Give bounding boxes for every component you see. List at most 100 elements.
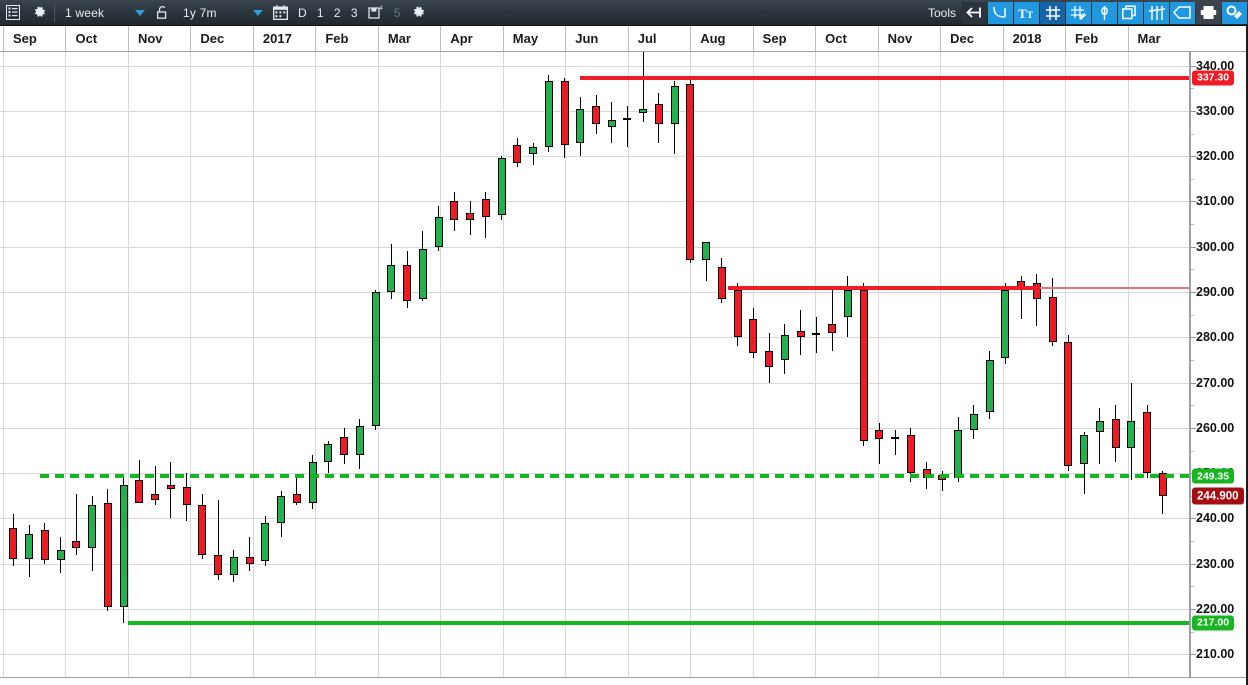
candle-wick (75, 493, 77, 555)
tag-tool-icon[interactable] (1170, 1, 1195, 24)
support-line-249[interactable] (40, 474, 1189, 479)
candlestick (387, 52, 396, 677)
date-axis-label: Nov (877, 26, 940, 51)
price-axis-label: 280.00 (1196, 330, 1235, 345)
resistance-line-337[interactable] (580, 75, 1189, 80)
candle-body-down (72, 541, 81, 548)
resistance-line-291-ext[interactable] (1040, 286, 1189, 289)
candle-body-down (592, 106, 600, 125)
date-axis-label: Sep (752, 26, 815, 51)
tools-label: Tools (927, 5, 956, 20)
lock-icon[interactable] (149, 1, 175, 25)
vertical-gridline (627, 52, 629, 677)
candle-wick (878, 423, 880, 465)
candle-wick (1036, 273, 1038, 326)
chart-type-1[interactable]: 1 (316, 5, 324, 20)
candle-wick (894, 430, 896, 456)
gear-icon[interactable] (26, 1, 52, 25)
save-icon[interactable]: 4 (363, 1, 389, 25)
chevron-down-icon[interactable] (135, 9, 145, 16)
chart-type-d[interactable]: D (298, 5, 307, 20)
candle-body-up (277, 495, 286, 523)
candlestick (607, 52, 616, 677)
candle-body-up (1080, 434, 1089, 465)
candlestick (780, 52, 789, 677)
candle-body-up (25, 534, 34, 560)
candle-body-down (40, 529, 49, 561)
curve-tool-icon[interactable] (988, 1, 1013, 24)
candlestick (670, 52, 679, 677)
vertical-gridline (252, 52, 254, 677)
candle-wick (626, 106, 628, 148)
candle-body-down (1032, 282, 1041, 299)
price-tick-minor (1191, 269, 1194, 271)
price-axis[interactable]: 340.00 330.00 320.00 310.00 300.00 290.00 280.… (1190, 52, 1248, 678)
support-line-217[interactable] (128, 620, 1189, 625)
settings-brush-icon[interactable] (1222, 1, 1247, 24)
price-badge-last-price-marker[interactable]: 244.900 (1192, 487, 1244, 505)
price-badge-resistance-337[interactable]: 337.30 (1192, 70, 1235, 86)
candle-body-down (1111, 418, 1120, 449)
candlestick (529, 52, 538, 677)
price-tick-minor (1191, 314, 1194, 316)
horizontal-gridline (0, 473, 1189, 475)
candle-body-down (481, 199, 490, 218)
resistance-line-291[interactable] (728, 285, 1040, 290)
candlestick (891, 52, 900, 677)
date-axis-label: Mar (377, 26, 440, 51)
price-tick-minor (1191, 88, 1194, 90)
price-tick (1191, 609, 1196, 611)
arrow-left-icon[interactable] (962, 1, 987, 24)
date-axis-label: 2017 (252, 26, 315, 51)
chart-type-3[interactable]: 3 (350, 5, 358, 20)
candlestick (1143, 52, 1152, 677)
fork-tool-icon[interactable] (1144, 1, 1169, 24)
candlestick (654, 52, 663, 677)
candle-body-up (969, 414, 978, 431)
candle-body-up (308, 461, 317, 503)
grid-tool-icon[interactable] (1040, 1, 1065, 24)
print-icon[interactable] (1196, 1, 1221, 24)
date-axis-label: Feb (315, 26, 377, 51)
gear-icon[interactable] (406, 1, 432, 25)
candle-body-down (513, 144, 522, 163)
horizontal-gridline (0, 156, 1189, 158)
slot-five[interactable]: 5 (393, 5, 401, 20)
interval-label: 1 week (65, 5, 105, 20)
list-icon[interactable] (0, 1, 26, 25)
candle-wick (941, 470, 943, 492)
candlestick (340, 52, 349, 677)
candlestick (686, 52, 695, 677)
range-select[interactable]: 1y 7m (175, 3, 267, 23)
candlestick (403, 52, 412, 677)
horizontal-gridline (0, 65, 1189, 67)
candlestick (639, 52, 648, 677)
chevron-down-icon[interactable] (253, 9, 263, 16)
candle-body-up (387, 264, 396, 293)
candle-body-up (529, 147, 538, 154)
price-badge-support-249[interactable]: 249.35 (1192, 468, 1235, 484)
candlestick (843, 52, 852, 677)
interval-select[interactable]: 1 week (57, 3, 149, 23)
horizontal-gridline (0, 609, 1189, 611)
price-axis-label: 240.00 (1196, 511, 1235, 526)
pin-tool-icon[interactable] (1092, 1, 1117, 24)
candlestick (592, 52, 600, 677)
candlestick (1158, 52, 1167, 677)
price-tick (1191, 563, 1196, 565)
candle-body-up (576, 108, 585, 143)
candle-body-down (466, 212, 475, 220)
candlestick (513, 52, 522, 677)
copy-tool-icon[interactable] (1118, 1, 1143, 24)
candle-body-down (1158, 473, 1167, 497)
candle-body-down (686, 83, 695, 261)
trendline-pencil-icon[interactable] (1066, 1, 1091, 24)
price-badge-support-217[interactable]: 217.00 (1192, 615, 1235, 631)
svg-text:4: 4 (379, 6, 383, 12)
vertical-gridline (690, 52, 692, 677)
calendar-icon[interactable] (267, 1, 293, 25)
chart-plot-area[interactable] (0, 52, 1190, 677)
chart-type-2[interactable]: 2 (333, 5, 341, 20)
